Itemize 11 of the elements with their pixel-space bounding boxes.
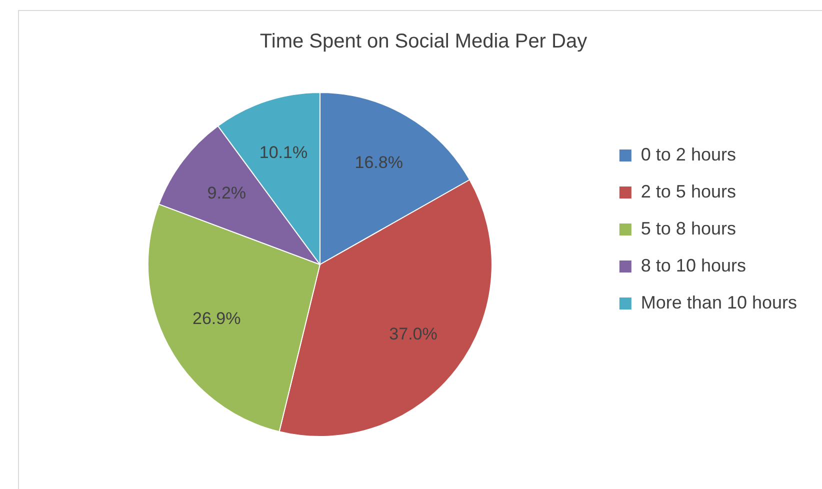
legend-label: 5 to 8 hours — [640, 218, 736, 238]
legend-label: 0 to 2 hours — [640, 144, 736, 164]
data-label: 9.2% — [207, 184, 246, 203]
legend-label: More than 10 hours — [640, 292, 797, 312]
legend-label: 2 to 5 hours — [640, 181, 736, 202]
data-label: 10.1% — [259, 143, 308, 162]
data-label: 37.0% — [389, 324, 438, 344]
data-label: 26.9% — [192, 308, 241, 328]
legend-label: 8 to 10 hours — [640, 255, 746, 276]
chart-title: Time Spent on Social Media Per Day — [260, 30, 588, 53]
data-label: 16.8% — [354, 153, 403, 172]
